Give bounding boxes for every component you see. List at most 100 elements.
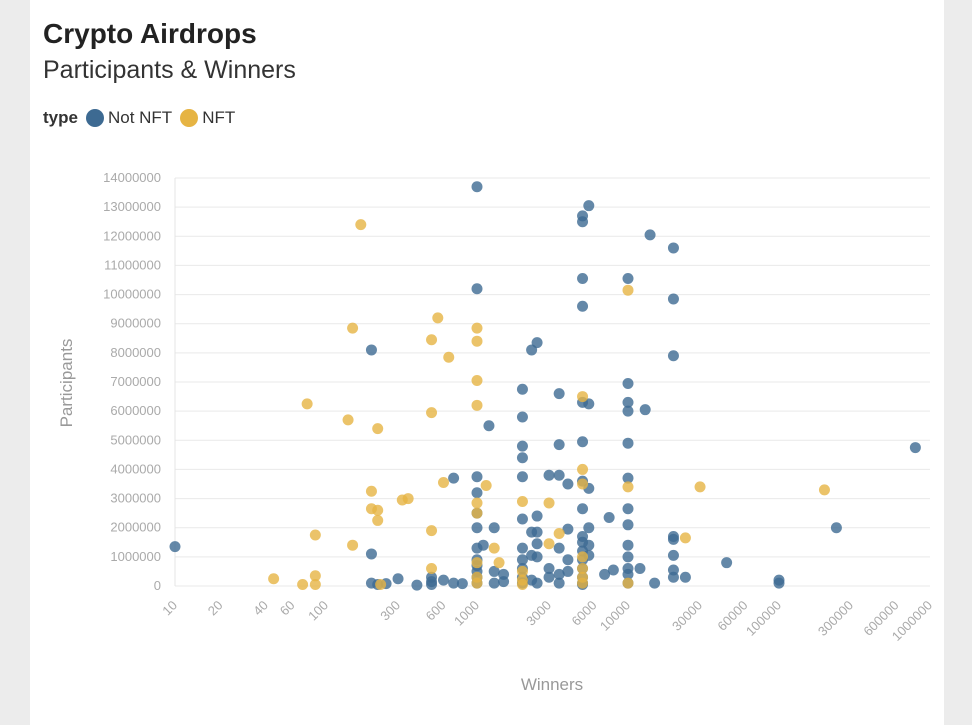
point-nft xyxy=(577,391,589,403)
point-not-nft xyxy=(448,577,460,589)
point-not-nft xyxy=(577,503,589,515)
point-nft xyxy=(543,497,555,509)
point-not-nft xyxy=(562,565,574,577)
point-nft xyxy=(297,579,309,591)
point-not-nft xyxy=(649,577,661,589)
point-nft xyxy=(426,563,438,575)
point-not-nft xyxy=(634,563,646,575)
point-nft xyxy=(301,398,313,410)
point-not-nft xyxy=(471,487,483,499)
point-not-nft xyxy=(438,574,450,586)
point-not-nft xyxy=(169,541,181,553)
point-not-nft xyxy=(603,512,615,524)
x-tick-label: 6000 xyxy=(569,598,600,629)
point-nft xyxy=(577,463,589,475)
y-axis-title: Participants xyxy=(57,339,76,428)
point-not-nft xyxy=(583,539,595,551)
y-tick-label: 13000000 xyxy=(103,199,161,214)
point-nft xyxy=(471,557,483,569)
y-tick-label: 6000000 xyxy=(110,403,161,418)
point-not-nft xyxy=(644,229,656,241)
point-not-nft xyxy=(667,293,679,305)
point-not-nft xyxy=(392,573,404,585)
point-not-nft xyxy=(531,510,543,522)
legend-item-not-nft[interactable]: Not NFT xyxy=(85,108,173,128)
point-nft xyxy=(622,284,634,296)
point-not-nft xyxy=(488,565,500,577)
point-not-nft xyxy=(607,564,619,576)
point-not-nft xyxy=(471,181,483,193)
point-not-nft xyxy=(448,472,460,484)
point-not-nft xyxy=(498,576,510,588)
point-nft xyxy=(268,573,280,585)
x-tick-label: 300 xyxy=(377,598,403,624)
point-nft xyxy=(577,563,589,575)
point-nft xyxy=(309,529,321,541)
x-tick-label: 10000 xyxy=(597,598,633,634)
point-nft xyxy=(471,399,483,411)
point-not-nft xyxy=(426,579,438,591)
point-nft xyxy=(426,334,438,346)
point-nft xyxy=(480,479,492,491)
point-nft xyxy=(543,538,555,550)
point-not-nft xyxy=(622,568,634,580)
point-not-nft xyxy=(488,522,500,534)
point-nft xyxy=(372,504,384,516)
point-nft xyxy=(516,565,528,577)
y-tick-label: 8000000 xyxy=(110,345,161,360)
point-not-nft xyxy=(577,436,589,448)
point-not-nft xyxy=(622,377,634,389)
gridlines xyxy=(174,177,930,587)
x-tick-label: 10 xyxy=(159,598,180,619)
point-not-nft xyxy=(667,242,679,254)
x-tick-label: 300000 xyxy=(815,598,856,639)
point-not-nft xyxy=(583,200,595,212)
point-not-nft xyxy=(679,571,691,583)
point-nft xyxy=(516,495,528,507)
y-tick-label: 2000000 xyxy=(110,520,161,535)
legend-dot-not-nft xyxy=(85,109,104,127)
point-not-nft xyxy=(471,283,483,295)
legend-dot-nft xyxy=(180,109,199,127)
y-tick-label: 3000000 xyxy=(110,491,161,506)
point-not-nft xyxy=(562,478,574,490)
point-not-nft xyxy=(516,471,528,483)
point-not-nft xyxy=(622,519,634,531)
point-nft xyxy=(342,414,354,426)
point-not-nft xyxy=(622,539,634,551)
y-tick-label: 14000000 xyxy=(103,170,161,185)
point-nft xyxy=(818,484,830,496)
point-nft xyxy=(309,570,321,582)
legend-text-nft: NFT xyxy=(202,108,236,127)
point-not-nft xyxy=(773,577,785,589)
point-not-nft xyxy=(531,551,543,563)
legend-text-not-nft: Not NFT xyxy=(107,108,173,127)
point-not-nft xyxy=(516,440,528,452)
point-not-nft xyxy=(483,420,495,432)
legend-item-nft[interactable]: NFT xyxy=(180,108,235,128)
y-tick-label: 1000000 xyxy=(110,549,161,564)
x-tick-label: 40 xyxy=(250,598,271,619)
y-axis-ticks: 0 1000000 2000000 3000000 4000000 5000000 6000… xyxy=(103,170,161,593)
point-nft xyxy=(426,525,438,537)
point-not-nft xyxy=(667,571,679,583)
point-not-nft xyxy=(365,548,377,560)
x-tick-label: 60 xyxy=(277,598,298,619)
point-nft xyxy=(471,375,483,387)
point-nft xyxy=(679,532,691,544)
point-not-nft xyxy=(721,557,733,569)
point-not-nft xyxy=(553,388,565,400)
point-not-nft xyxy=(516,554,528,566)
point-not-nft xyxy=(562,523,574,535)
point-not-nft xyxy=(543,571,555,583)
point-nft xyxy=(577,478,589,490)
point-nft xyxy=(471,507,483,519)
point-nft xyxy=(694,481,706,493)
point-not-nft xyxy=(543,469,555,481)
point-not-nft xyxy=(622,396,634,408)
y-tick-label: 0 xyxy=(154,578,161,593)
point-nft xyxy=(309,579,321,591)
point-not-nft xyxy=(667,533,679,545)
